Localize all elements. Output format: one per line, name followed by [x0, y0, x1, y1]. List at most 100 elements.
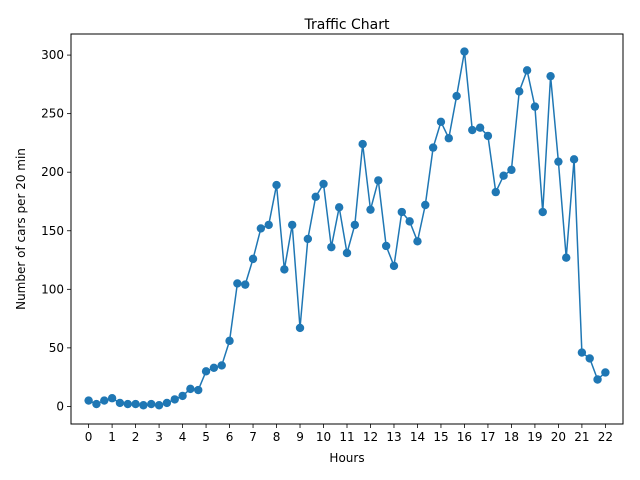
data-point [100, 396, 109, 405]
data-point [233, 279, 242, 288]
x-tick-label: 20 [551, 430, 566, 444]
x-tick-label: 19 [527, 430, 542, 444]
data-point [178, 391, 187, 401]
data-point [147, 399, 156, 409]
data-point [280, 265, 289, 274]
data-point [413, 237, 422, 246]
y-tick-label: 200 [41, 165, 64, 179]
data-point [389, 261, 399, 271]
x-tick-label: 3 [155, 430, 163, 444]
data-point [374, 176, 383, 185]
x-tick-label: 1 [108, 430, 116, 444]
data-point [577, 348, 587, 357]
data-point [569, 155, 579, 164]
x-tick-label: 6 [226, 430, 234, 444]
data-point [84, 396, 93, 405]
data-point [507, 165, 516, 175]
data-point [154, 401, 164, 410]
data-point [468, 125, 477, 135]
data-point [546, 71, 555, 81]
plot-area [84, 47, 610, 410]
x-tick-label: 16 [457, 430, 472, 444]
data-point [491, 187, 500, 197]
x-tick-label: 22 [598, 430, 613, 444]
data-point [139, 401, 148, 410]
data-point [209, 363, 219, 372]
data-point [397, 207, 407, 217]
data-point [319, 179, 328, 189]
data-point [170, 395, 179, 404]
data-point [515, 87, 524, 96]
y-tick-label: 100 [41, 282, 64, 296]
x-tick-label: 13 [386, 430, 401, 444]
data-point [444, 134, 453, 143]
x-tick-label: 2 [132, 430, 140, 444]
data-point [225, 336, 234, 346]
x-tick-label: 21 [574, 430, 589, 444]
data-point [241, 280, 250, 289]
data-point [342, 248, 352, 258]
data-point [162, 398, 172, 408]
x-tick-label: 4 [179, 430, 187, 444]
y-axis: 0 50 100 150 200 250 300 [41, 48, 71, 413]
data-point [272, 180, 281, 190]
data-point [381, 241, 391, 251]
data-point [554, 157, 563, 166]
data-point [248, 254, 258, 264]
x-tick-label: 18 [504, 430, 519, 444]
x-tick-label: 14 [410, 430, 425, 444]
y-tick-label: 250 [41, 107, 64, 121]
data-point [287, 220, 297, 230]
x-tick-label: 7 [249, 430, 257, 444]
data-point [593, 375, 602, 384]
data-point [428, 143, 438, 152]
data-point [107, 394, 117, 403]
x-tick-label: 8 [273, 430, 281, 444]
data-point [327, 242, 336, 252]
data-point [358, 139, 367, 149]
data-point [92, 399, 101, 409]
data-point [217, 361, 226, 370]
x-tick-label: 17 [480, 430, 495, 444]
chart-title: Traffic Chart [304, 17, 390, 33]
data-point [460, 47, 469, 56]
x-tick-label: 12 [363, 430, 378, 444]
data-point [186, 384, 195, 394]
y-tick-label: 300 [41, 48, 64, 62]
x-tick-label: 0 [85, 430, 93, 444]
data-point [601, 368, 610, 377]
data-point [311, 192, 320, 201]
data-point [562, 253, 571, 262]
data-point [538, 207, 547, 217]
data-point [303, 234, 313, 244]
y-tick-label: 150 [41, 224, 64, 238]
data-point [295, 323, 305, 333]
data-point [585, 354, 594, 363]
x-axis: 0 1 2 3 4 5 6 7 8 9 10 11 12 13 14 15 16 17 18 19 20 21 22 [85, 424, 613, 444]
y-tick-label: 50 [49, 341, 64, 355]
data-point [334, 203, 344, 212]
data-point [436, 117, 446, 127]
data-point [123, 399, 132, 409]
y-tick-label: 0 [56, 399, 64, 413]
data-point [350, 220, 360, 230]
data-point [405, 217, 414, 226]
data-point [483, 131, 493, 141]
data-point [452, 91, 461, 101]
data-point [499, 171, 508, 180]
x-tick-label: 11 [339, 430, 354, 444]
data-point [256, 224, 266, 233]
data-point [421, 200, 430, 210]
data-point [201, 367, 211, 376]
x-tick-label: 10 [316, 430, 331, 444]
data-point [522, 66, 532, 75]
y-axis-label: Number of cars per 20 min [14, 148, 28, 310]
data-point [366, 205, 375, 214]
data-point [530, 102, 540, 111]
data-point [264, 220, 273, 230]
x-tick-label: 15 [433, 430, 448, 444]
x-tick-label: 5 [202, 430, 210, 444]
data-point [475, 123, 485, 132]
x-axis-label: Hours [329, 451, 364, 465]
